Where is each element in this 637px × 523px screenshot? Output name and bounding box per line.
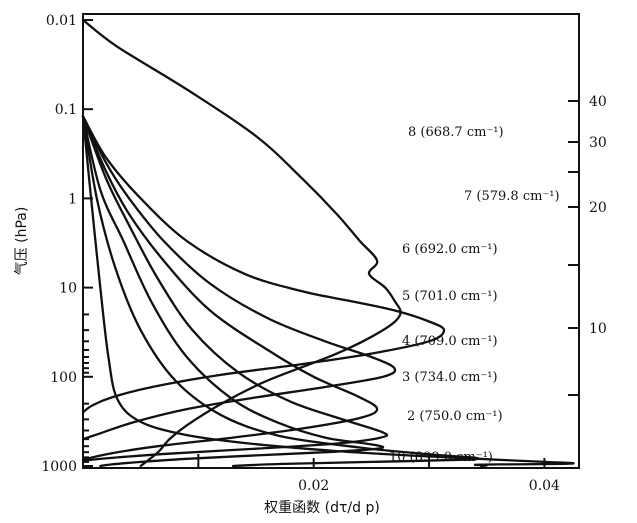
series-line-1 <box>81 18 402 468</box>
y-tick-label-2: 0.1 <box>55 102 77 118</box>
right-tick-label-2: 30 <box>589 135 607 151</box>
curves-layer <box>81 18 575 468</box>
right-tick-label-4: 10 <box>589 321 607 337</box>
series-label-6: 3 (734.0 cm⁻¹) <box>402 370 498 385</box>
series-line-7 <box>81 115 480 468</box>
series-line-5 <box>81 115 389 462</box>
series-label-5: 4 (709.0 cm⁻¹) <box>402 334 498 349</box>
y-tick-label-4: 10 <box>59 281 77 297</box>
series-line-4 <box>81 115 379 461</box>
series-label-7: 2 (750.0 cm⁻¹) <box>407 409 503 424</box>
series-line-8 <box>81 115 575 468</box>
series-line-3 <box>81 115 397 441</box>
x-tick-label-1: 0.02 <box>298 478 329 494</box>
series-label-4: 5 (701.0 cm⁻¹) <box>402 289 498 304</box>
series-line-6 <box>81 115 385 468</box>
series-label-3: 6 (692.0 cm⁻¹) <box>402 242 498 257</box>
y-tick-label-3: 1 <box>68 191 77 207</box>
y-axis-title: 气压 (hPa) <box>14 207 30 276</box>
y-tick-label-6: 1000 <box>41 459 77 475</box>
series-line-2 <box>81 115 446 414</box>
series-label-2: 7 (579.8 cm⁻¹) <box>464 189 560 204</box>
y-tick-label-1: 0.01 <box>46 13 77 29</box>
series-label-1: 8 (668.7 cm⁻¹) <box>408 125 504 140</box>
right-tick-label-1: 40 <box>589 94 607 110</box>
x-tick-label-2: 0.04 <box>529 478 560 494</box>
series-label-8: 10 (899.0 cm⁻¹) <box>389 450 493 465</box>
y-tick-label-5: 100 <box>50 370 77 386</box>
labels-layer: 8 (668.7 cm⁻¹) 7 (579.8 cm⁻¹) 6 (692.0 cm⁻… <box>41 13 606 494</box>
right-tick-label-3: 20 <box>589 200 607 216</box>
ticks-layer <box>83 19 579 468</box>
plot-frame <box>82 13 580 469</box>
x-axis-title: 权重函数 (dτ/d p) <box>264 500 380 516</box>
